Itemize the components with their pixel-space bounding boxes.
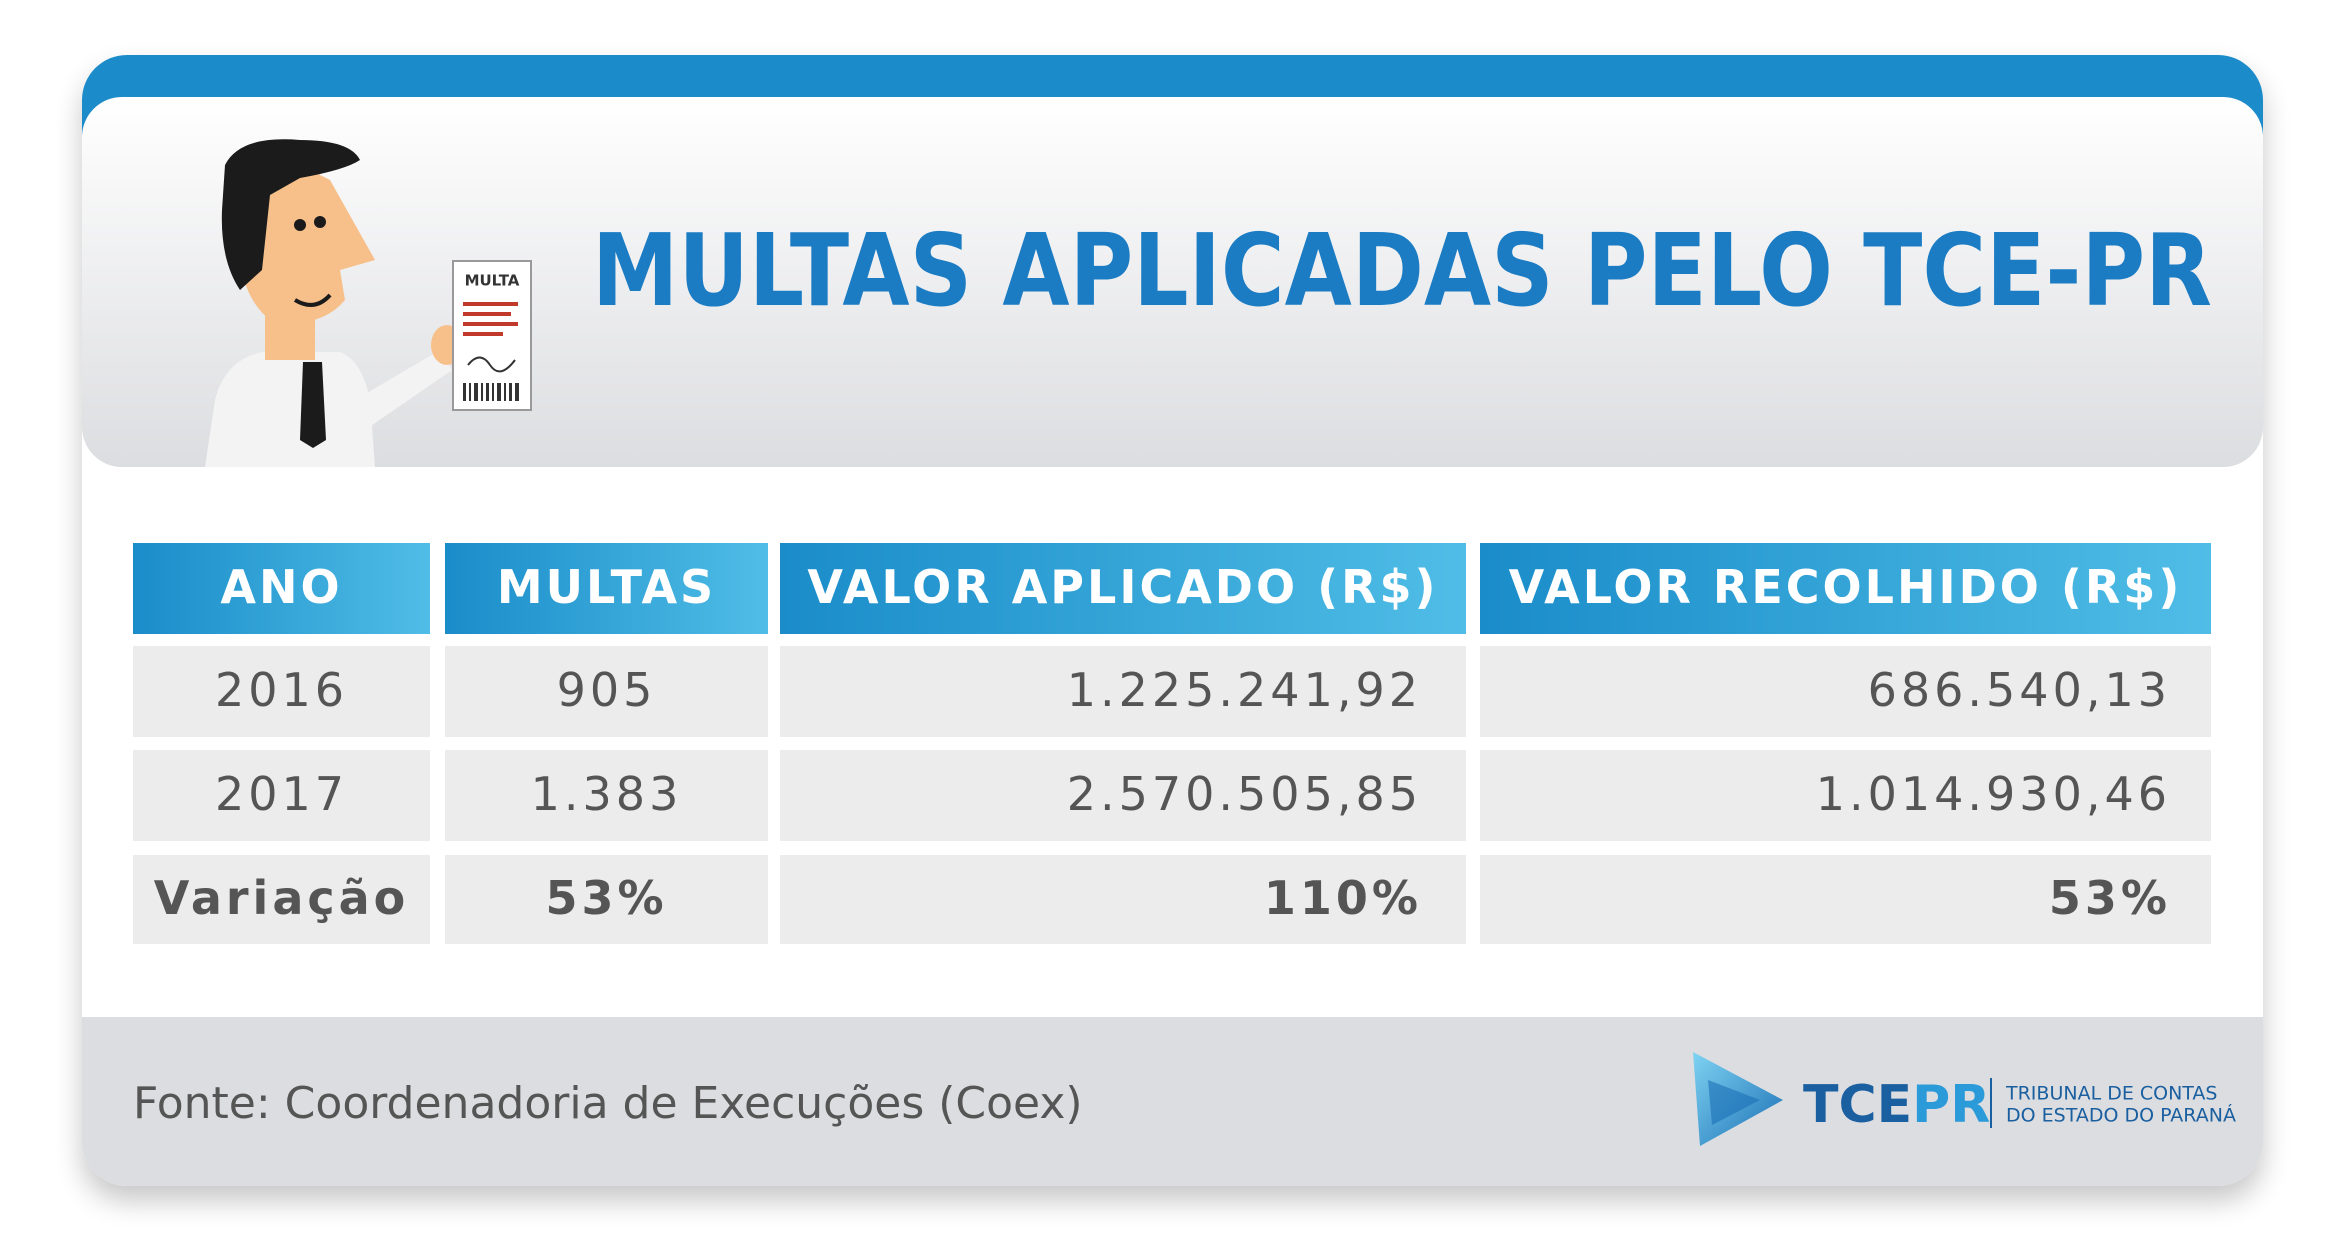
arm bbox=[355, 350, 452, 430]
document-label: MULTA bbox=[465, 272, 520, 290]
signature bbox=[467, 356, 516, 373]
eye bbox=[294, 219, 306, 231]
cell bbox=[133, 646, 430, 737]
cell-text: 2017 bbox=[215, 767, 348, 821]
cell-text: 1.383 bbox=[531, 767, 683, 821]
logo-line: TRIBUNAL DE CONTAS bbox=[2005, 1083, 2218, 1105]
cell bbox=[445, 646, 768, 737]
cell-text: 53% bbox=[2049, 871, 2171, 925]
logo-name-accent: PR bbox=[1912, 1075, 1990, 1135]
eye bbox=[314, 216, 326, 228]
cell-text: 905 bbox=[557, 663, 657, 717]
cell-text: 686.540,13 bbox=[1868, 663, 2171, 717]
logo-name-main: TCE bbox=[1803, 1075, 1912, 1135]
face bbox=[240, 156, 375, 323]
cell bbox=[445, 750, 768, 841]
table: ANO MULTAS VALOR APLICADO (R$) VALOR RECOLH… bbox=[133, 543, 2211, 944]
header-bg bbox=[82, 97, 2263, 467]
column-header: ANO bbox=[220, 560, 342, 614]
cell bbox=[445, 855, 768, 944]
shirt bbox=[205, 352, 375, 467]
header-cell bbox=[445, 543, 768, 634]
hair bbox=[221, 139, 360, 290]
cell bbox=[780, 855, 1466, 944]
cell bbox=[780, 750, 1466, 841]
logo-line: DO ESTADO DO PARANÁ bbox=[2006, 1104, 2236, 1127]
cell-text: 53% bbox=[545, 871, 667, 925]
cell-text: 110% bbox=[1264, 871, 1422, 925]
logo-name: TCEPR bbox=[1803, 1075, 1990, 1135]
cell bbox=[1480, 750, 2211, 841]
header-cell bbox=[780, 543, 1466, 634]
logo: TCEPR TRIBUNAL DE CONTAS DO ESTADO DO PA… bbox=[1693, 1052, 2236, 1146]
cell bbox=[133, 750, 430, 841]
logo-mark-inner bbox=[1708, 1080, 1760, 1125]
cell-text: 2016 bbox=[215, 663, 348, 717]
source: Fonte: Coordenadoria de Execuções (Coex) bbox=[133, 1078, 1083, 1129]
header-cell bbox=[1480, 543, 2211, 634]
cell-text: 1.225.241,92 bbox=[1067, 663, 1422, 717]
cell bbox=[1480, 855, 2211, 944]
cell bbox=[780, 646, 1466, 737]
mouth bbox=[293, 293, 332, 307]
tie bbox=[300, 362, 326, 448]
cell-text: Variação bbox=[154, 871, 410, 925]
barcode bbox=[463, 383, 519, 401]
column-header: VALOR APLICADO (R$) bbox=[807, 560, 1438, 614]
footer-bg bbox=[82, 1017, 2263, 1186]
title: MULTAS APLICADAS PELO TCE-PR bbox=[592, 212, 2212, 329]
column-header: VALOR RECOLHIDO (R$) bbox=[1509, 560, 2183, 614]
header-cell bbox=[133, 543, 430, 634]
cell bbox=[133, 855, 430, 944]
illustration: MULTA bbox=[205, 139, 532, 467]
cell bbox=[1480, 646, 2211, 737]
cell-text: 2.570.505,85 bbox=[1067, 767, 1422, 821]
document-lines bbox=[463, 302, 518, 336]
cell-text: 1.014.930,46 bbox=[1816, 767, 2171, 821]
column-header: MULTAS bbox=[497, 560, 716, 614]
